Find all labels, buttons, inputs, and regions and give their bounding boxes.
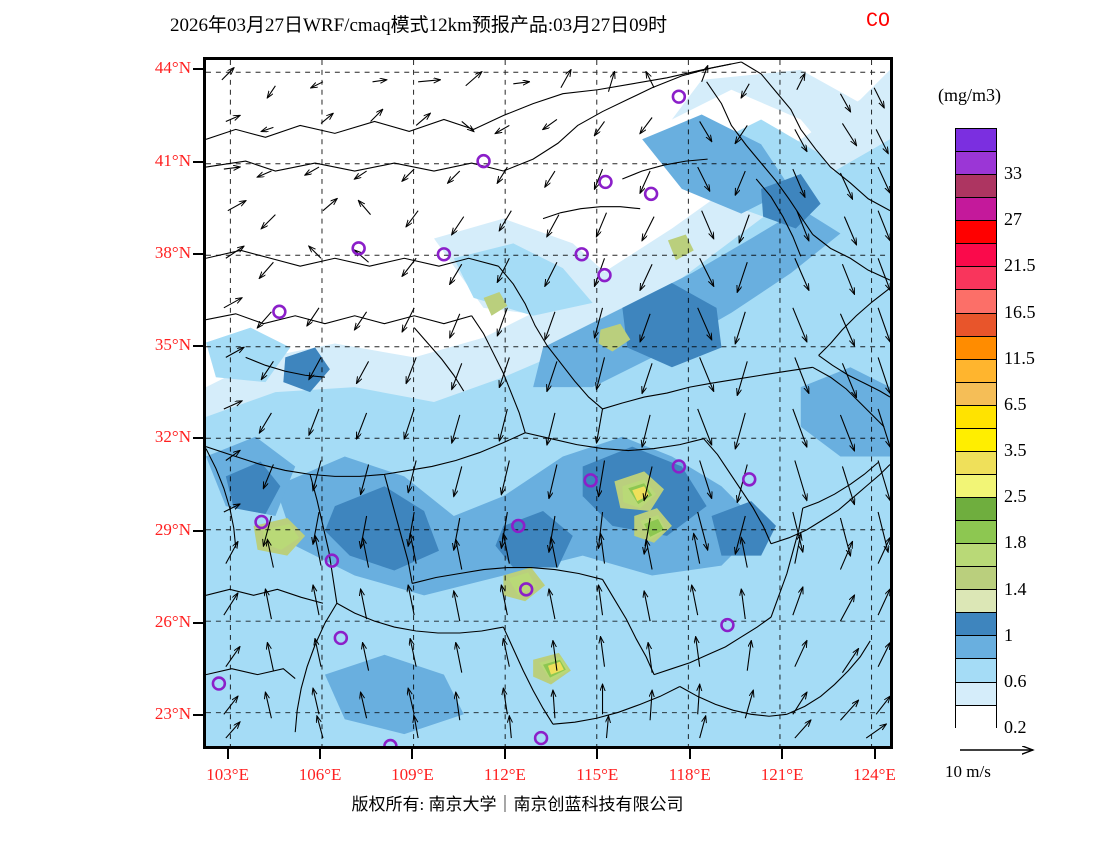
lon-tick-mark — [688, 749, 691, 759]
colorbar-tick-label: 1.8 — [1004, 532, 1027, 553]
colorbar-swatch — [956, 221, 996, 245]
colorbar-swatch — [956, 451, 996, 475]
wind-scale-arrow-icon — [960, 740, 1055, 760]
colorbar-swatch — [956, 590, 996, 614]
lon-tick-label: 121°E — [760, 765, 804, 784]
lat-tick-mark — [193, 160, 203, 163]
lon-tick-mark — [411, 749, 414, 759]
lon-tick-mark — [319, 749, 322, 759]
wind-scale-label: 10 m/s — [945, 762, 991, 781]
page-title: 2026年03月27日WRF/cmaq模式12km预报产品:03月27日09时 — [170, 15, 668, 36]
lat-tick-mark — [193, 437, 203, 440]
colorbar-tick-label: 1 — [1004, 624, 1013, 645]
colorbar-swatch — [956, 636, 996, 660]
lon-tick-mark — [596, 749, 599, 759]
concentration-shading — [206, 69, 890, 746]
lon-tick-label: 118°E — [668, 765, 711, 784]
map-canvas — [206, 60, 890, 746]
colorbar-tick-label: 0.6 — [1004, 670, 1027, 691]
lat-tick-label: 44°N — [154, 58, 191, 78]
lon-tick-mark — [873, 749, 876, 759]
colorbar[interactable] — [955, 128, 997, 729]
province-boundaries — [206, 61, 890, 733]
colorbar-swatch — [956, 175, 996, 199]
copyright-text: 版权所有: 南京大学｜南京创蓝科技有限公司 — [351, 795, 684, 814]
lat-tick-mark — [193, 68, 203, 71]
colorbar-swatch — [956, 198, 996, 222]
colorbar-swatch — [956, 613, 996, 637]
lat-tick-mark — [193, 714, 203, 717]
colorbar-tick-label: 11.5 — [1004, 347, 1035, 368]
colorbar-swatch — [956, 521, 996, 545]
lon-tick-mark — [781, 749, 784, 759]
lat-tick-label: 32°N — [154, 427, 191, 447]
lon-tick-label: 115°E — [576, 765, 619, 784]
colorbar-swatch — [956, 474, 996, 498]
colorbar-swatch — [956, 244, 996, 268]
lat-tick-label: 26°N — [154, 611, 191, 631]
lon-tick-label: 124°E — [853, 765, 896, 784]
lon-tick-label: 106°E — [298, 765, 342, 784]
wind-scale-key: 10 m/s — [945, 740, 1095, 786]
colorbar-tick-label: 27 — [1004, 209, 1022, 230]
station-markers — [211, 89, 757, 746]
colorbar-swatch — [956, 382, 996, 406]
colorbar-swatch — [956, 544, 996, 568]
colorbar-swatch — [956, 290, 996, 314]
species-label: CO — [866, 10, 891, 33]
colorbar-swatch — [956, 682, 996, 706]
colorbar-swatch — [956, 705, 996, 729]
colorbar-swatch — [956, 405, 996, 429]
lat-tick-mark — [193, 621, 203, 624]
lat-tick-label: 35°N — [154, 335, 191, 355]
colorbar-swatch — [956, 428, 996, 452]
copyright-footer: 版权所有: 南京大学｜南京创蓝科技有限公司 — [0, 790, 1100, 815]
title-bar: 2026年03月27日WRF/cmaq模式12km预报产品:03月27日09时 … — [0, 6, 1100, 36]
colorbar-tick-label: 0.2 — [1004, 717, 1027, 737]
lat-tick-label: 41°N — [154, 150, 191, 170]
lon-tick-label: 103°E — [206, 765, 249, 784]
colorbar-swatch — [956, 659, 996, 683]
lon-tick-label: 109°E — [391, 765, 434, 784]
colorbar-swatch — [956, 336, 996, 360]
lat-tick-label: 23°N — [154, 704, 191, 724]
colorbar-tick-label: 16.5 — [1004, 301, 1036, 322]
lat-tick-mark — [193, 529, 203, 532]
colorbar-swatch — [956, 567, 996, 591]
lat-tick-label: 38°N — [154, 242, 191, 262]
colorbar-tick-label: 6.5 — [1004, 393, 1027, 414]
lat-tick-mark — [193, 252, 203, 255]
lat-tick-label: 29°N — [154, 519, 191, 539]
colorbar-swatch — [956, 313, 996, 337]
colorbar-swatch — [956, 359, 996, 383]
lon-tick-mark — [503, 749, 506, 759]
lon-tick-label: 112°E — [483, 765, 526, 784]
lon-tick-mark — [226, 749, 229, 759]
colorbar-tick-label: 2.5 — [1004, 486, 1027, 507]
lat-tick-mark — [193, 345, 203, 348]
colorbar-swatch — [956, 129, 996, 153]
colorbar-tick-label: 3.5 — [1004, 440, 1027, 461]
colorbar-swatch — [956, 498, 996, 522]
colorbar-tick-label: 1.4 — [1004, 578, 1027, 599]
wind-vectors — [221, 66, 890, 739]
colorbar-swatch — [956, 267, 996, 291]
colorbar-tick-label: 33 — [1004, 163, 1022, 184]
colorbar-tick-label: 21.5 — [1004, 255, 1036, 276]
colorbar-units-label: (mg/m3) — [938, 85, 1001, 105]
map-plot-area[interactable] — [203, 57, 893, 749]
colorbar-swatch — [956, 152, 996, 176]
